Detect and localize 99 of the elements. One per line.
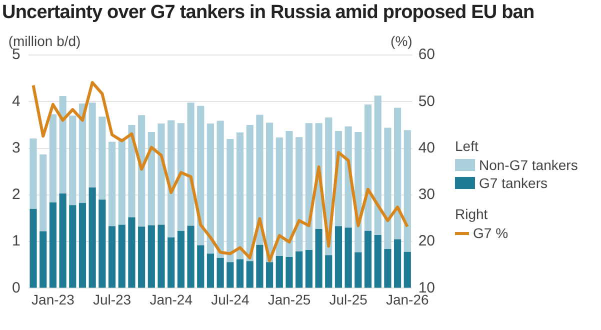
bar bbox=[98, 116, 106, 200]
bar bbox=[404, 130, 411, 252]
bar bbox=[394, 108, 402, 240]
bar bbox=[305, 250, 312, 288]
bar bbox=[118, 138, 126, 225]
bar bbox=[384, 249, 392, 288]
bar bbox=[108, 142, 116, 226]
bar bbox=[158, 124, 165, 225]
bar bbox=[168, 120, 175, 238]
y-tick-label: 1 bbox=[12, 232, 20, 250]
legend-label: G7 % bbox=[473, 225, 508, 241]
y2-tick-label: 20 bbox=[418, 232, 436, 250]
bar bbox=[69, 116, 76, 206]
bar bbox=[296, 251, 303, 288]
bar bbox=[177, 123, 184, 231]
bar bbox=[246, 124, 254, 262]
bar bbox=[315, 228, 322, 288]
x-tick-label: Jul-25 bbox=[329, 291, 368, 308]
bar bbox=[226, 138, 234, 262]
bar bbox=[138, 226, 146, 288]
bar bbox=[266, 262, 274, 288]
x-tick-label: Jan-23 bbox=[32, 291, 75, 308]
bar bbox=[78, 104, 86, 203]
y2-tick-label: 30 bbox=[418, 186, 436, 204]
x-tick-label: Jan-26 bbox=[386, 291, 430, 308]
bar bbox=[40, 154, 47, 232]
bar bbox=[286, 256, 293, 288]
bar bbox=[374, 96, 382, 236]
bar bbox=[374, 235, 382, 288]
bar bbox=[177, 230, 184, 288]
bar bbox=[59, 96, 66, 194]
y2-tick-label: 60 bbox=[418, 46, 436, 64]
bar bbox=[334, 226, 342, 288]
bar bbox=[187, 102, 194, 226]
bar bbox=[216, 120, 224, 258]
bar bbox=[138, 115, 146, 227]
x-tick-label: Jul-24 bbox=[211, 291, 250, 308]
bar bbox=[88, 187, 96, 288]
bar bbox=[384, 128, 392, 250]
bar bbox=[266, 122, 274, 262]
y-tick-label: 3 bbox=[12, 139, 20, 156]
bar bbox=[168, 237, 175, 288]
bar bbox=[30, 208, 37, 288]
bar bbox=[394, 239, 402, 288]
y-axis-title: (million b/d) bbox=[8, 32, 81, 49]
bar bbox=[364, 230, 372, 288]
bar bbox=[108, 226, 116, 288]
bar bbox=[187, 226, 194, 288]
y-tick-label: 0 bbox=[12, 279, 20, 296]
bar bbox=[216, 258, 224, 288]
y-tick-label: 2 bbox=[12, 186, 20, 204]
bar bbox=[236, 259, 244, 288]
bar bbox=[276, 138, 283, 256]
bar bbox=[276, 256, 283, 288]
bar bbox=[256, 244, 264, 288]
x-tick-label: Jul-23 bbox=[92, 291, 132, 308]
bar bbox=[256, 114, 264, 245]
legend-label: G7 tankers bbox=[479, 175, 548, 191]
bar bbox=[354, 252, 362, 288]
x-tick-label: Jan-25 bbox=[268, 291, 311, 308]
text: Left bbox=[455, 138, 480, 154]
bar bbox=[40, 231, 47, 288]
bar bbox=[148, 225, 155, 288]
bar bbox=[246, 261, 254, 288]
bar bbox=[30, 138, 37, 209]
bar bbox=[118, 224, 126, 288]
bar bbox=[49, 202, 56, 288]
bar bbox=[296, 137, 303, 252]
bar bbox=[148, 132, 155, 226]
y-tick-label: 4 bbox=[12, 92, 20, 110]
bar bbox=[98, 200, 106, 288]
bar bbox=[128, 217, 136, 288]
y-tick-label: 5 bbox=[12, 46, 20, 64]
bar bbox=[78, 202, 86, 288]
bar bbox=[226, 262, 234, 288]
bar bbox=[88, 102, 96, 188]
bar bbox=[128, 124, 136, 218]
bar bbox=[236, 132, 244, 260]
bar bbox=[158, 224, 165, 288]
chart-title: Uncertainty over G7 tankers in Russia amid proposed EU ban bbox=[2, 2, 534, 24]
bar bbox=[69, 205, 76, 288]
bar bbox=[197, 106, 204, 246]
text: Right bbox=[455, 206, 489, 222]
bar bbox=[286, 131, 293, 257]
bar bbox=[59, 194, 66, 288]
y2-tick-label: 50 bbox=[418, 92, 436, 110]
bar bbox=[197, 245, 204, 288]
bar bbox=[305, 123, 312, 250]
bar bbox=[364, 104, 372, 231]
y2-tick-label: 40 bbox=[418, 139, 436, 156]
bar bbox=[49, 114, 56, 202]
bar bbox=[404, 252, 411, 288]
y2-axis-title: (%) bbox=[390, 32, 412, 49]
bar bbox=[344, 228, 352, 288]
legend-label: Non-G7 tankers bbox=[479, 157, 578, 173]
x-tick-label: Jan-24 bbox=[150, 291, 193, 308]
bar bbox=[206, 254, 214, 288]
bar bbox=[206, 124, 214, 254]
bar bbox=[325, 255, 332, 288]
